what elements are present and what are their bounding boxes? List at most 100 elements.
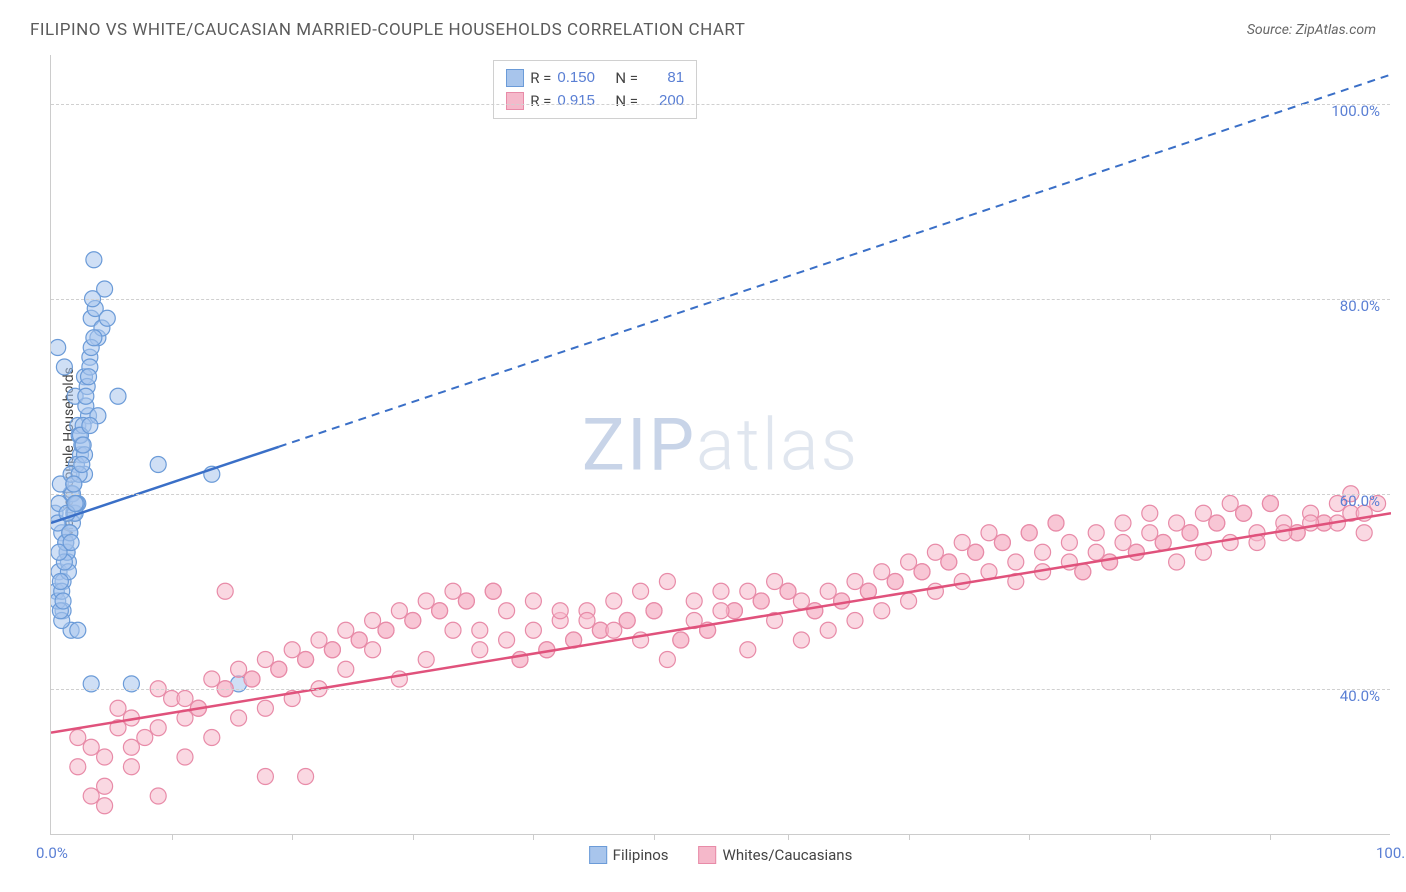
data-point [525,593,541,609]
data-point [606,593,622,609]
legend-swatch [506,92,524,110]
data-point [1155,535,1171,551]
data-point [391,603,407,619]
data-point [820,583,836,599]
data-point [445,583,461,599]
data-point [338,622,354,638]
data-point [324,642,340,658]
data-point [780,583,796,599]
data-point [244,671,260,687]
data-point [753,593,769,609]
data-point [365,642,381,658]
data-point [338,661,354,677]
data-point [110,700,126,716]
data-point [1061,535,1077,551]
data-point [70,622,86,638]
legend-n-label: N = [615,90,638,113]
data-point [351,632,367,648]
data-point [67,496,83,512]
legend-swatch [699,846,717,864]
x-tick-label: 100.0% [1376,844,1406,862]
data-point [123,739,139,755]
data-point [405,613,421,629]
x-tick-mark [413,834,414,840]
data-point [1021,525,1037,541]
legend-series-label: Whites/Caucasians [723,846,853,864]
data-point [458,593,474,609]
data-point [820,622,836,638]
data-point [99,310,115,326]
data-point [110,388,126,404]
data-point [499,603,515,619]
legend-n-value: 81 [644,67,684,90]
data-point [1169,515,1185,531]
data-point [83,739,99,755]
data-point [499,632,515,648]
x-tick-mark [172,834,173,840]
y-tick-label: 40.0% [1340,687,1380,705]
data-point [86,330,102,346]
data-point [257,652,273,668]
data-point [70,730,86,746]
data-point [445,622,461,638]
chart-plot-area: Married-couple Households ZIPatlas R = 0… [50,55,1390,835]
data-point [418,652,434,668]
data-point [1142,505,1158,521]
data-point [633,583,649,599]
data-point [177,749,193,765]
y-tick-label: 80.0% [1340,297,1380,315]
data-point [257,769,273,785]
data-point [311,632,327,648]
data-point [968,544,984,560]
data-point [847,574,863,590]
data-point [177,691,193,707]
data-point [74,457,90,473]
data-point [1088,525,1104,541]
data-point [365,613,381,629]
data-point [659,574,675,590]
data-point [86,252,102,268]
data-point [619,613,635,629]
data-point [150,788,166,804]
data-point [81,369,97,385]
data-point [1169,554,1185,570]
data-point [391,671,407,687]
legend-row: R = 0.150 N = 81 [506,67,684,90]
data-point [271,661,287,677]
legend-r-label: R = [530,67,551,90]
data-point [552,603,568,619]
data-point [740,583,756,599]
data-point [51,340,66,356]
data-point [793,593,809,609]
x-tick-label: 0.0% [36,844,68,862]
data-point [298,769,314,785]
legend-series-label: Filipinos [613,846,669,864]
data-point [63,535,79,551]
data-point [713,603,729,619]
data-point [834,593,850,609]
data-point [1195,544,1211,560]
data-point [298,652,314,668]
data-point [378,622,394,638]
data-point [1195,505,1211,521]
x-tick-mark [1029,834,1030,840]
x-tick-mark [788,834,789,840]
x-tick-mark [1150,834,1151,840]
data-point [874,564,890,580]
data-point [217,583,233,599]
data-point [1262,496,1278,512]
trendline-dashed [279,75,1391,447]
gridline [51,689,1390,690]
trendline-solid [51,513,1391,732]
data-point [78,388,94,404]
data-point [472,622,488,638]
data-point [579,613,595,629]
gridline [51,104,1390,105]
data-point [1115,515,1131,531]
data-point [1303,515,1319,531]
data-point [56,359,72,375]
data-point [767,574,783,590]
data-point [75,437,91,453]
data-point [204,730,220,746]
data-point [994,535,1010,551]
